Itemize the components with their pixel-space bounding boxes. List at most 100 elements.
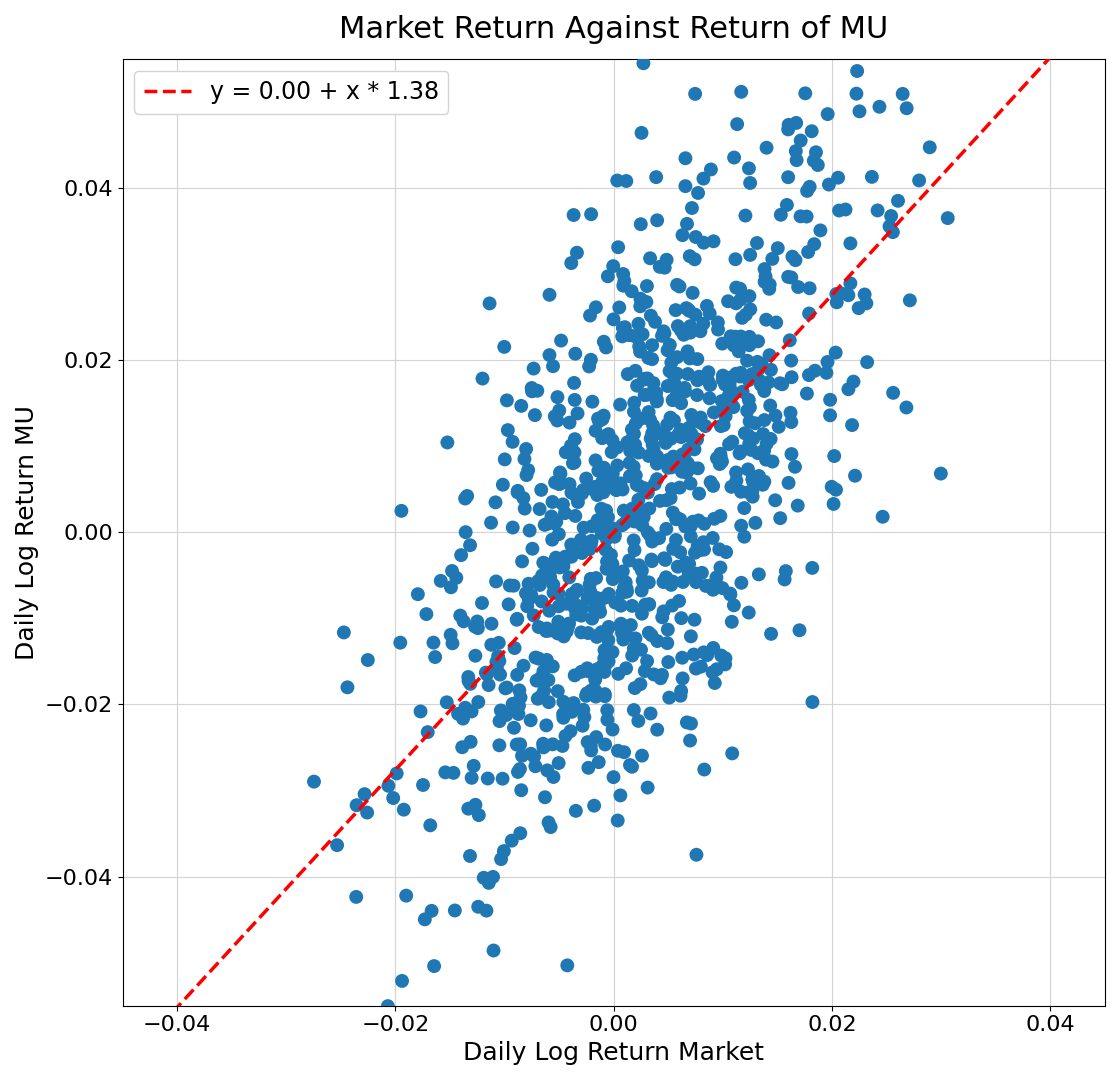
Point [470, 807, 488, 824]
Point [595, 333, 613, 350]
Point [818, 364, 836, 381]
Point [489, 634, 507, 651]
Point [636, 662, 654, 679]
Point [512, 782, 530, 799]
Point [700, 364, 718, 381]
Point [646, 475, 664, 492]
Point [632, 410, 650, 428]
Point [564, 694, 582, 712]
Point [659, 634, 676, 651]
Point [626, 362, 644, 379]
Point [643, 532, 661, 550]
Point [732, 83, 750, 100]
Point [604, 527, 622, 544]
Point [426, 958, 444, 975]
Point [587, 683, 605, 700]
Point [612, 786, 629, 804]
Point [597, 502, 615, 519]
Point [728, 116, 746, 133]
Point [592, 623, 610, 640]
Point [668, 511, 685, 528]
Point [647, 391, 665, 408]
Point [682, 517, 700, 535]
Point [706, 510, 724, 527]
Point [483, 616, 501, 633]
Point [523, 382, 541, 400]
Point [884, 384, 902, 402]
Point [568, 605, 586, 622]
Point [841, 234, 859, 252]
Point [576, 708, 594, 726]
Point [687, 85, 704, 103]
Point [780, 474, 797, 491]
Point [673, 227, 691, 244]
Point [830, 202, 848, 219]
Point [724, 368, 741, 386]
Point [505, 639, 523, 657]
Point [542, 508, 560, 525]
Point [757, 311, 775, 328]
Point [657, 454, 675, 471]
Point [551, 558, 569, 576]
Point [547, 549, 564, 566]
Point [556, 504, 573, 522]
Point [535, 516, 553, 534]
Point [626, 541, 644, 558]
Point [414, 777, 432, 794]
Point [422, 902, 440, 919]
Point [569, 597, 587, 615]
Point [561, 475, 579, 492]
Point [689, 372, 707, 389]
Point [762, 625, 780, 643]
Point [335, 624, 353, 642]
Point [636, 370, 654, 388]
Point [837, 201, 855, 218]
Point [461, 675, 479, 692]
Point [724, 433, 741, 450]
Point [713, 580, 731, 597]
Point [554, 557, 572, 575]
Point [487, 572, 505, 590]
Point [419, 724, 437, 741]
Point [442, 579, 460, 596]
Point [461, 537, 479, 554]
Point [772, 206, 790, 224]
Point [566, 454, 584, 471]
Point [491, 737, 508, 754]
Point [688, 387, 706, 404]
Point [921, 138, 939, 156]
Point [656, 551, 674, 568]
Point [676, 517, 694, 535]
Point [469, 620, 487, 637]
Point [532, 670, 550, 687]
Point [534, 663, 552, 680]
Point [538, 515, 556, 532]
Point [560, 569, 578, 586]
Point [676, 453, 694, 470]
Point [379, 998, 396, 1015]
Point [727, 279, 745, 296]
Point [469, 899, 487, 916]
Point [727, 463, 745, 481]
Point [479, 676, 497, 693]
Point [715, 417, 732, 434]
Point [461, 848, 479, 865]
Point [811, 221, 829, 239]
Point [725, 596, 743, 613]
Point [626, 679, 644, 697]
Point [629, 556, 647, 573]
Point [544, 357, 562, 375]
Point [755, 473, 773, 490]
Point [605, 480, 623, 497]
Point [740, 604, 758, 621]
Point [524, 360, 542, 377]
Point [494, 770, 512, 787]
Point [636, 387, 654, 404]
Point [736, 528, 754, 545]
Point [690, 368, 708, 386]
Point [634, 55, 652, 72]
Point [356, 785, 374, 802]
Point [511, 681, 529, 699]
Point [559, 957, 577, 974]
Point [697, 418, 715, 435]
